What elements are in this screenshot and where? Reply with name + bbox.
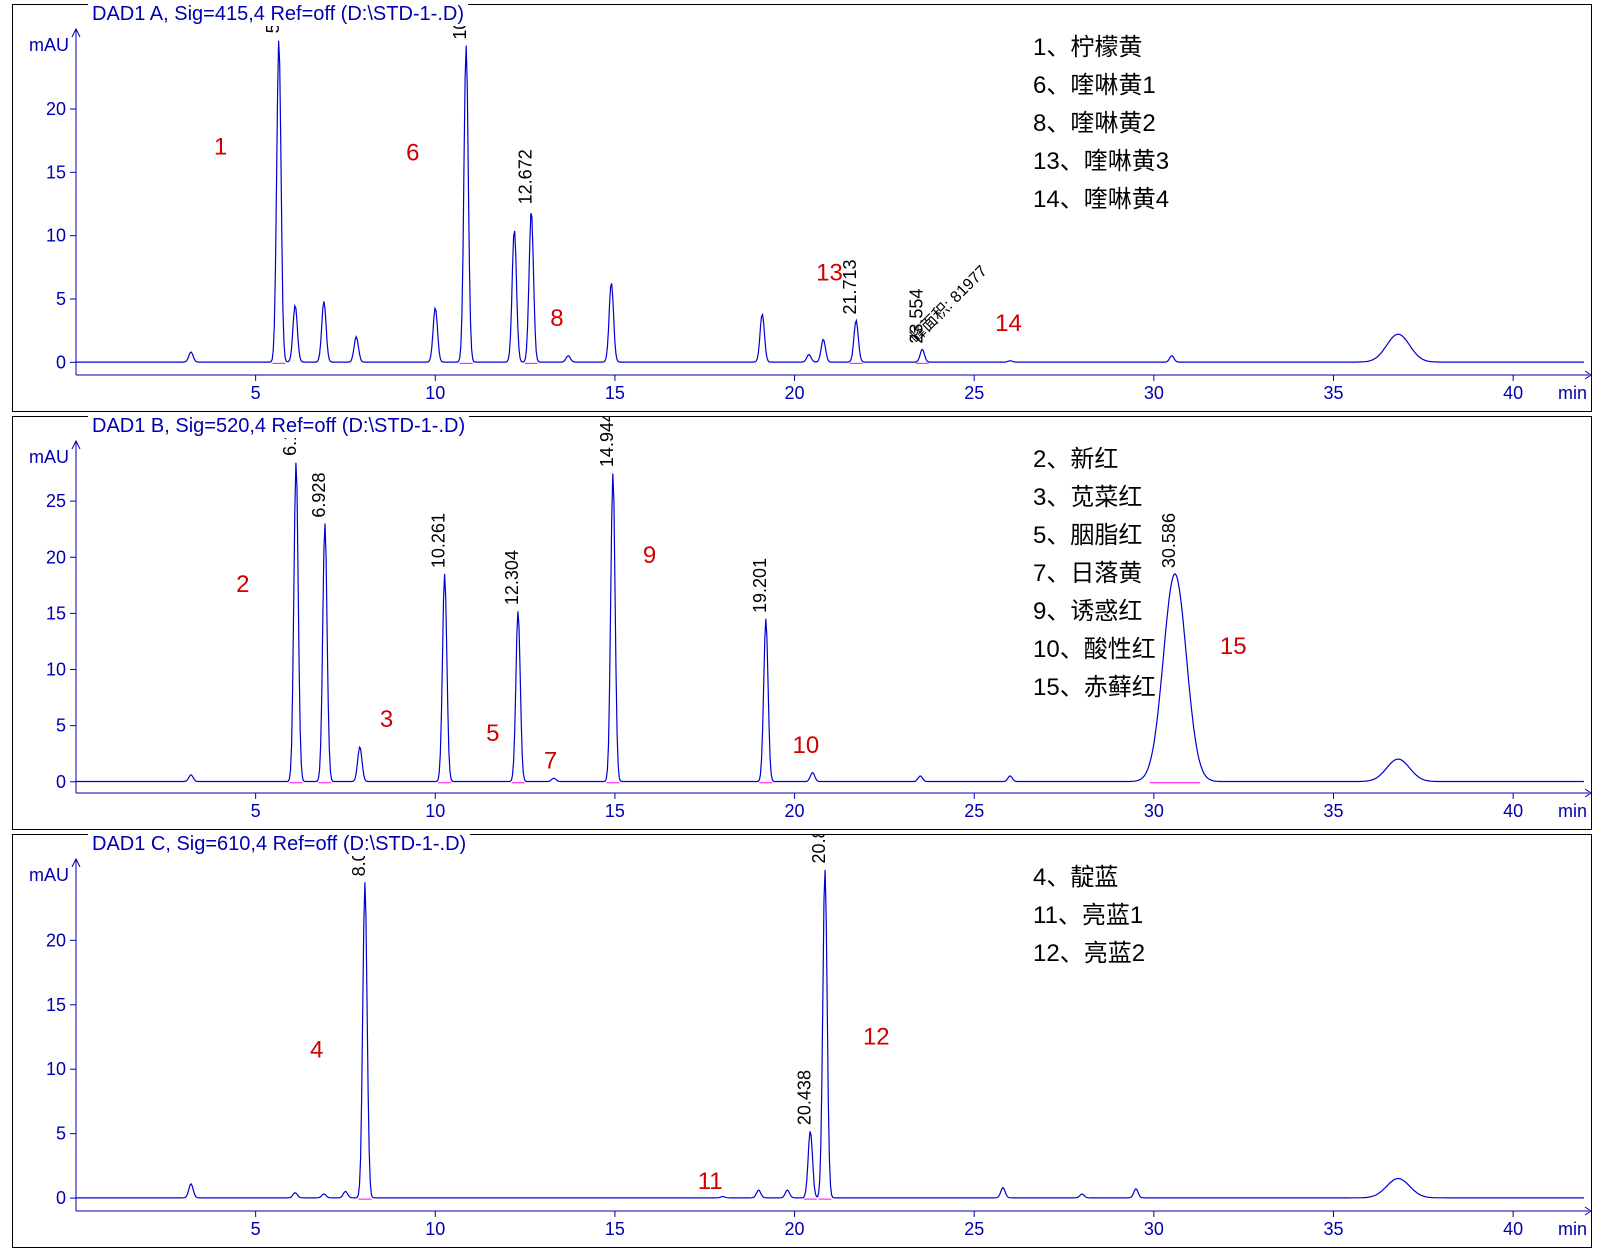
xtick-label: 30 <box>1144 383 1164 403</box>
chromatogram-trace <box>76 41 1584 363</box>
legend-entry: 8、喹啉黄2 <box>1033 110 1156 137</box>
ytick-label: 15 <box>46 162 66 182</box>
chromatogram-panel-B: DAD1 B, Sig=520,4 Ref=off (D:\STD-1-.D)0… <box>12 416 1592 830</box>
ytick-label: 10 <box>46 226 66 246</box>
ytick-label: 20 <box>46 99 66 119</box>
legend-entry: 5、胭脂红 <box>1033 522 1142 549</box>
peak-rt-label: 10.261 <box>429 513 449 568</box>
ytick-label: 5 <box>56 716 66 736</box>
panel-title: DAD1 B, Sig=520,4 Ref=off (D:\STD-1-.D) <box>88 415 469 438</box>
chromatogram-figure: DAD1 A, Sig=415,4 Ref=off (D:\STD-1-.D) 0… <box>0 0 1601 1250</box>
chromatogram-panel-C: DAD1 C, Sig=610,4 Ref=off (D:\STD-1-.D)0… <box>12 834 1592 1248</box>
xtick-label: 20 <box>785 1219 805 1239</box>
ytick-label: 0 <box>56 1188 66 1208</box>
peak-number-annotation: 4 <box>310 1036 323 1063</box>
ytick-label: 5 <box>56 289 66 309</box>
ytick-label: 10 <box>46 1059 66 1079</box>
legend-entry: 14、喹啉黄4 <box>1033 186 1169 213</box>
peak-number-annotation: 10 <box>793 732 820 759</box>
peak-rt-label: 6.928 <box>309 473 329 518</box>
chromatogram-trace <box>76 870 1584 1198</box>
peak-rt-label: 19.201 <box>750 558 770 613</box>
peak-rt-label: 20.846 <box>809 835 829 863</box>
x-axis-label: min <box>1558 801 1587 821</box>
chart-svg: 05101520510152025303540mAUmin5.646110.85… <box>13 5 1593 413</box>
legend-entry: 15、赤藓红 <box>1033 674 1156 701</box>
ytick-label: 0 <box>56 352 66 372</box>
legend-entry: 1、柠檬黄 <box>1033 34 1142 61</box>
xtick-label: 10 <box>425 383 445 403</box>
x-axis-label: min <box>1558 1219 1587 1239</box>
peak-number-annotation: 14 <box>995 310 1022 337</box>
ytick-label: 20 <box>46 547 66 567</box>
legend-entry: 13、喹啉黄3 <box>1033 148 1169 175</box>
legend-entry: 10、酸性红 <box>1033 636 1156 663</box>
xtick-label: 25 <box>964 383 984 403</box>
xtick-label: 35 <box>1323 383 1343 403</box>
legend-entry: 9、诱惑红 <box>1033 598 1142 625</box>
xtick-label: 35 <box>1323 801 1343 821</box>
peak-rt-label: 20.438 <box>794 1070 814 1125</box>
y-axis-label: mAU <box>29 35 69 55</box>
legend-entry: 6、喹啉黄1 <box>1033 72 1156 99</box>
peak-rt-label: 30.586 <box>1159 513 1179 568</box>
ytick-label: 0 <box>56 772 66 792</box>
peak-number-annotation: 12 <box>863 1023 890 1050</box>
y-axis-label: mAU <box>29 865 69 885</box>
ytick-label: 15 <box>46 603 66 623</box>
xtick-label: 20 <box>785 383 805 403</box>
xtick-label: 5 <box>251 801 261 821</box>
legend-entry: 11、亮蓝1 <box>1033 902 1143 929</box>
legend-entry: 12、亮蓝2 <box>1033 940 1145 967</box>
ytick-label: 10 <box>46 660 66 680</box>
y-axis-label: mAU <box>29 447 69 467</box>
chromatogram-panel-A: DAD1 A, Sig=415,4 Ref=off (D:\STD-1-.D) 0… <box>12 4 1592 412</box>
xtick-label: 15 <box>605 801 625 821</box>
peak-number-annotation: 2 <box>236 571 249 598</box>
xtick-label: 40 <box>1503 383 1523 403</box>
panel-title: DAD1 A, Sig=415,4 Ref=off (D:\STD-1-.D) <box>88 3 468 26</box>
ytick-label: 20 <box>46 930 66 950</box>
peak-number-annotation: 8 <box>550 305 563 332</box>
peak-number-annotation: 3 <box>380 706 393 733</box>
peak-rt-label: 14.944 <box>597 417 617 467</box>
peak-rt-label: 12.672 <box>515 149 535 204</box>
panel-title: DAD1 C, Sig=610,4 Ref=off (D:\STD-1-.D) <box>88 833 470 856</box>
chart-svg: 0510152025510152025303540mAUmin6.12526.9… <box>13 417 1593 831</box>
xtick-label: 20 <box>785 801 805 821</box>
xtick-label: 15 <box>605 383 625 403</box>
legend-entry: 7、日落黄 <box>1033 560 1142 587</box>
legend-entry: 3、苋菜红 <box>1033 484 1142 511</box>
ytick-label: 25 <box>46 491 66 511</box>
xtick-label: 25 <box>964 801 984 821</box>
peak-number-annotation: 7 <box>544 747 557 774</box>
xtick-label: 10 <box>425 801 445 821</box>
x-axis-label: min <box>1558 383 1587 403</box>
xtick-label: 10 <box>425 1219 445 1239</box>
peak-rt-label: 12.304 <box>502 550 522 605</box>
xtick-label: 40 <box>1503 801 1523 821</box>
xtick-label: 15 <box>605 1219 625 1239</box>
xtick-label: 5 <box>251 1219 261 1239</box>
chart-svg: 05101520510152025303540mAUmin8.04241120.… <box>13 835 1593 1249</box>
chromatogram-trace <box>76 463 1584 782</box>
peak-number-annotation: 15 <box>1220 633 1247 660</box>
xtick-label: 5 <box>251 383 261 403</box>
peak-rt-label: 21.713 <box>840 259 860 314</box>
peak-number-annotation: 9 <box>643 542 656 569</box>
xtick-label: 30 <box>1144 801 1164 821</box>
peak-number-annotation: 1 <box>214 133 227 160</box>
ytick-label: 15 <box>46 995 66 1015</box>
ytick-label: 5 <box>56 1124 66 1144</box>
peak-number-annotation: 11 <box>698 1168 723 1195</box>
xtick-label: 25 <box>964 1219 984 1239</box>
peak-number-annotation: 5 <box>486 720 499 747</box>
peak-number-annotation: 6 <box>406 140 419 167</box>
legend-entry: 2、新红 <box>1033 446 1118 473</box>
legend-entry: 4、靛蓝 <box>1033 864 1118 891</box>
xtick-label: 30 <box>1144 1219 1164 1239</box>
xtick-label: 40 <box>1503 1219 1523 1239</box>
xtick-label: 35 <box>1323 1219 1343 1239</box>
peak-number-annotation: 13 <box>816 260 843 287</box>
